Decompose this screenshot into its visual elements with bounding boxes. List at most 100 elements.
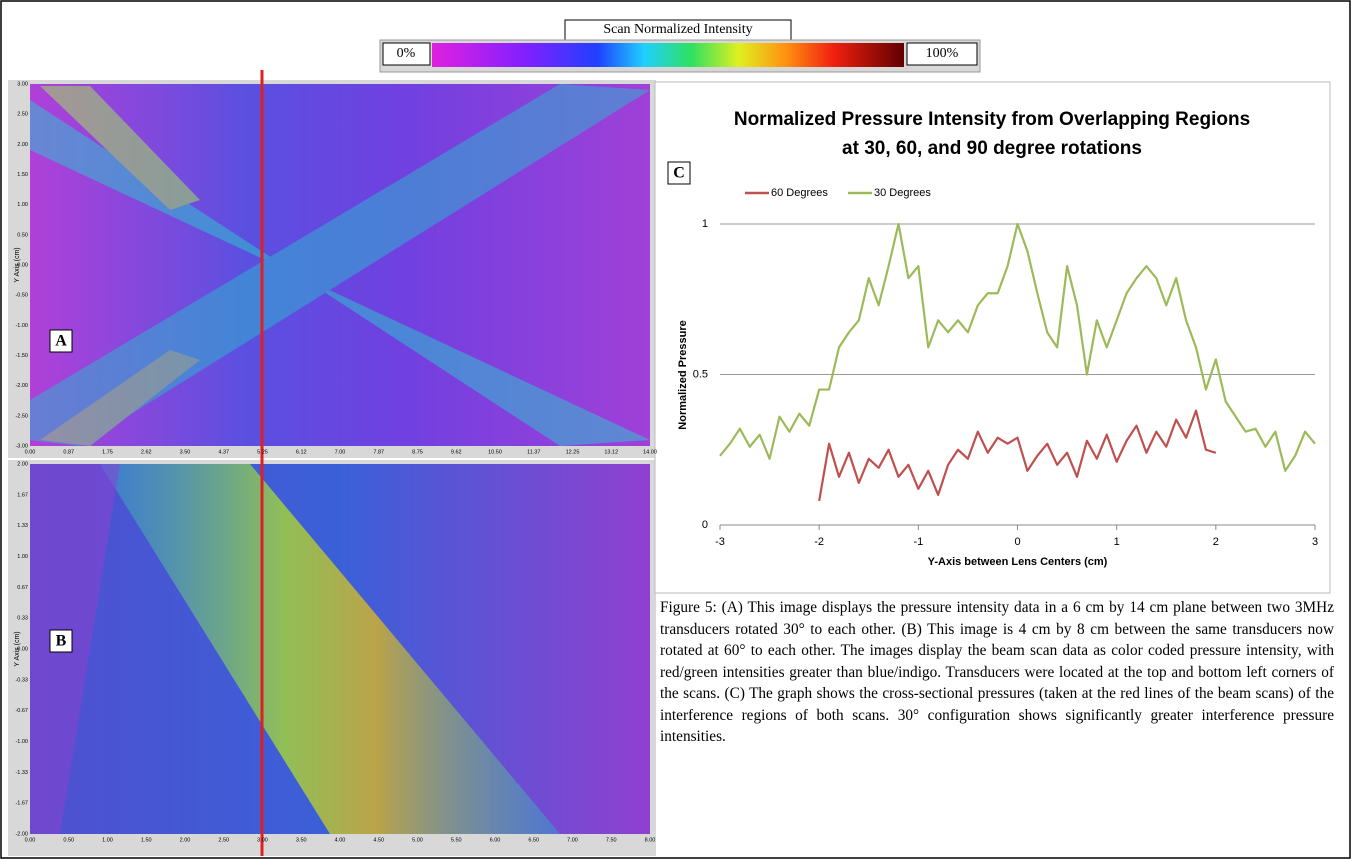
- y-tick-label: 2.50: [17, 112, 28, 118]
- y-tick-label: 2.00: [17, 142, 28, 148]
- y-tick-label: -2.00: [15, 383, 28, 389]
- y-tick-label: 1: [702, 218, 708, 230]
- y-tick-label: -2.00: [15, 831, 28, 837]
- x-tick-label: 2.62: [141, 449, 152, 455]
- x-tick-label: 6.00: [490, 837, 501, 843]
- colorbar-min: 0%: [397, 46, 416, 61]
- x-tick-label: 13.12: [604, 449, 618, 455]
- x-axis-label: Y-Axis between Lens Centers (cm): [928, 556, 1108, 568]
- x-tick-label: 3.00: [257, 837, 268, 843]
- x-tick-label: 0.87: [63, 449, 74, 455]
- legend-label: 30 Degrees: [874, 187, 931, 199]
- y-axis-label: Y Axis (cm): [14, 631, 21, 666]
- x-tick-label: 2: [1213, 536, 1219, 548]
- y-tick-label: 0.00: [17, 646, 28, 652]
- y-tick-label: -0.50: [15, 293, 28, 299]
- y-axis-label: Normalized Pressure: [677, 320, 689, 429]
- x-tick-label: 0.00: [25, 837, 36, 843]
- x-tick-label: 10.50: [488, 449, 502, 455]
- x-tick-label: 1.50: [141, 837, 152, 843]
- y-tick-label: 0: [702, 519, 708, 531]
- colorbar: [432, 43, 904, 67]
- x-tick-label: 3: [1312, 536, 1318, 548]
- series-line: [719, 222, 1316, 472]
- x-tick-label: 11.37: [527, 449, 540, 455]
- x-tick-label: 6.12: [296, 449, 307, 455]
- y-tick-label: 3.00: [17, 81, 28, 87]
- y-tick-label: -0.67: [15, 708, 28, 714]
- x-tick-label: 3.50: [296, 837, 307, 843]
- x-tick-label: 6.50: [528, 837, 539, 843]
- x-tick-label: -2: [814, 536, 824, 548]
- x-tick-label: 3.50: [180, 449, 191, 455]
- x-tick-label: 7.00: [567, 837, 578, 843]
- x-tick-label: 1.75: [102, 449, 113, 455]
- x-tick-label: 0.50: [63, 837, 74, 843]
- chart-frame: [654, 81, 1331, 594]
- panel-b-edge: [30, 464, 120, 834]
- y-tick-label: 0.00: [17, 262, 28, 268]
- x-tick-label: 14.00: [643, 449, 657, 455]
- x-tick-label: -3: [715, 536, 725, 548]
- x-tick-label: 5.00: [412, 837, 423, 843]
- y-tick-label: -1.00: [15, 739, 28, 745]
- x-tick-label: -1: [913, 536, 923, 548]
- x-tick-label: 8.00: [645, 837, 656, 843]
- x-tick-label: 8.75: [412, 449, 423, 455]
- x-tick-label: 1: [1114, 536, 1120, 548]
- y-tick-label: -1.67: [15, 801, 28, 807]
- panel-label-box: [49, 329, 73, 353]
- y-tick-label: 2.00: [17, 461, 28, 467]
- x-tick-label: 1.00: [102, 837, 113, 843]
- chart-title: at 30, 60, and 90 degree rotations: [842, 138, 1142, 159]
- colorbar-title: Scan Normalized Intensity: [603, 22, 752, 37]
- colorbar-max: 100%: [926, 46, 959, 61]
- y-tick-label: 0.33: [17, 616, 28, 622]
- x-tick-label: 4.00: [335, 837, 346, 843]
- x-tick-label: 4.37: [218, 449, 229, 455]
- y-tick-label: 0.50: [17, 232, 28, 238]
- y-tick-label: -2.50: [15, 413, 28, 419]
- x-tick-label: 9.62: [451, 449, 462, 455]
- series-line: [818, 409, 1217, 502]
- y-tick-label: 0.67: [17, 585, 28, 591]
- y-axis-label: Y Axis (cm): [14, 247, 21, 282]
- chart-title: Normalized Pressure Intensity from Overl…: [734, 109, 1250, 130]
- y-tick-label: 1.00: [17, 554, 28, 560]
- y-tick-label: 1.50: [17, 172, 28, 178]
- y-tick-label: -0.33: [15, 677, 28, 683]
- x-tick-label: 7.00: [335, 449, 346, 455]
- panel-a-beams: [30, 84, 650, 446]
- x-tick-label: 12.25: [566, 449, 580, 455]
- panel-label: B: [56, 633, 67, 650]
- x-tick-label: 7.87: [373, 449, 384, 455]
- x-tick-label: 2.00: [180, 837, 191, 843]
- colorbar-max-box: [906, 42, 978, 66]
- x-tick-label: 7.50: [606, 837, 617, 843]
- panel-label: A: [55, 333, 67, 350]
- panel-b-beam: [100, 464, 560, 834]
- x-tick-label: 5.25: [257, 449, 268, 455]
- x-tick-label: 4.50: [373, 837, 384, 843]
- y-tick-label: 1.67: [17, 492, 28, 498]
- x-tick-label: 0.00: [25, 449, 36, 455]
- panel-label-box: [667, 161, 691, 185]
- y-tick-label: -1.33: [15, 770, 28, 776]
- y-tick-label: 0.5: [693, 368, 708, 380]
- y-tick-label: -3.00: [15, 443, 28, 449]
- panel-label-box: [49, 629, 73, 653]
- panel-label: C: [673, 165, 685, 182]
- y-tick-label: -1.00: [15, 323, 28, 329]
- caption: Figure 5: (A) This image displays the pr…: [660, 599, 1334, 745]
- x-tick-label: 0: [1014, 536, 1020, 548]
- y-tick-label: 1.33: [17, 523, 28, 529]
- x-tick-label: 2.50: [218, 837, 229, 843]
- colorbar-min-box: [382, 42, 431, 66]
- x-tick-label: 5.50: [451, 837, 462, 843]
- y-tick-label: 1.00: [17, 202, 28, 208]
- legend-label: 60 Degrees: [771, 187, 828, 199]
- y-tick-label: -1.50: [15, 353, 28, 359]
